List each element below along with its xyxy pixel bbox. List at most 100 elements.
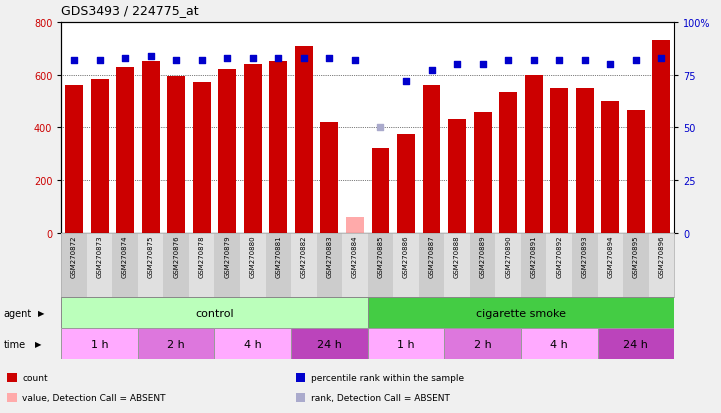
Text: GSM270894: GSM270894 <box>607 235 614 278</box>
Bar <box>265 233 291 297</box>
Bar <box>474 112 492 233</box>
Point <box>170 57 182 64</box>
Point <box>554 57 565 64</box>
Bar <box>270 62 287 233</box>
Point <box>247 55 259 62</box>
Bar <box>138 233 164 297</box>
Point <box>94 57 105 64</box>
Text: 2 h: 2 h <box>167 339 185 349</box>
Bar <box>371 149 389 233</box>
Bar <box>368 328 444 359</box>
Bar <box>572 233 598 297</box>
Text: GSM270874: GSM270874 <box>122 235 128 278</box>
Bar <box>547 233 572 297</box>
Point <box>604 62 616 68</box>
Text: value, Detection Call = ABSENT: value, Detection Call = ABSENT <box>22 393 166 402</box>
Bar <box>320 123 338 233</box>
Point <box>630 57 642 64</box>
Text: percentile rank within the sample: percentile rank within the sample <box>311 373 464 382</box>
Text: 2 h: 2 h <box>474 339 492 349</box>
Point <box>349 57 360 64</box>
Point <box>451 62 463 68</box>
Text: 1 h: 1 h <box>91 339 108 349</box>
Text: cigarette smoke: cigarette smoke <box>476 308 566 318</box>
Text: GSM270893: GSM270893 <box>582 235 588 278</box>
Point <box>273 55 284 62</box>
Text: GSM270888: GSM270888 <box>454 235 460 278</box>
Bar <box>112 233 138 297</box>
Text: GSM270882: GSM270882 <box>301 235 307 278</box>
Text: GSM270892: GSM270892 <box>556 235 562 278</box>
Text: 24 h: 24 h <box>317 339 342 349</box>
Point <box>477 62 488 68</box>
Point <box>196 57 208 64</box>
Bar <box>550 88 568 233</box>
Text: 4 h: 4 h <box>244 339 262 349</box>
Text: GSM270895: GSM270895 <box>633 235 639 278</box>
Bar <box>499 93 517 233</box>
Point <box>375 125 386 131</box>
Bar <box>521 328 598 359</box>
Point <box>298 55 309 62</box>
Point <box>426 68 438 74</box>
Text: GSM270886: GSM270886 <box>403 235 409 278</box>
Point <box>145 53 156 60</box>
Bar <box>601 102 619 233</box>
Text: ▶: ▶ <box>35 339 41 348</box>
Bar <box>215 233 240 297</box>
Point <box>120 55 131 62</box>
Text: rank, Detection Call = ABSENT: rank, Detection Call = ABSENT <box>311 393 450 402</box>
Text: GSM270896: GSM270896 <box>658 235 664 278</box>
Bar <box>495 233 521 297</box>
Bar <box>215 328 291 359</box>
Bar <box>244 65 262 233</box>
Text: GSM270875: GSM270875 <box>148 235 154 278</box>
Bar <box>65 86 83 233</box>
Bar <box>368 297 674 328</box>
Text: control: control <box>195 308 234 318</box>
Bar <box>61 233 87 297</box>
Bar <box>470 233 495 297</box>
Bar <box>448 120 466 233</box>
Text: GSM270884: GSM270884 <box>352 235 358 278</box>
Bar <box>393 233 419 297</box>
Bar <box>444 328 521 359</box>
Bar <box>598 233 623 297</box>
Text: GSM270880: GSM270880 <box>249 235 256 278</box>
Point <box>528 57 539 64</box>
Text: GSM270873: GSM270873 <box>97 235 102 278</box>
Bar <box>368 233 393 297</box>
Text: GSM270878: GSM270878 <box>199 235 205 278</box>
Text: GSM270872: GSM270872 <box>71 235 77 278</box>
Bar <box>317 233 342 297</box>
Text: GSM270891: GSM270891 <box>531 235 536 278</box>
Bar <box>167 77 185 233</box>
Bar <box>521 233 547 297</box>
Point <box>68 57 80 64</box>
Bar <box>91 79 109 233</box>
Text: agent: agent <box>4 308 32 318</box>
Point <box>655 55 667 62</box>
Text: count: count <box>22 373 48 382</box>
Text: GDS3493 / 224775_at: GDS3493 / 224775_at <box>61 4 199 17</box>
Bar <box>342 233 368 297</box>
Text: GSM270883: GSM270883 <box>327 235 332 278</box>
Bar <box>116 67 134 233</box>
Point <box>324 55 335 62</box>
Text: ▶: ▶ <box>37 309 44 317</box>
Point <box>221 55 233 62</box>
Bar <box>525 75 543 233</box>
Text: 24 h: 24 h <box>624 339 648 349</box>
Text: 1 h: 1 h <box>397 339 415 349</box>
Bar <box>291 233 317 297</box>
Bar <box>423 86 441 233</box>
Bar <box>193 83 211 233</box>
Bar <box>87 233 112 297</box>
Bar <box>240 233 265 297</box>
Text: GSM270881: GSM270881 <box>275 235 281 278</box>
Bar <box>218 70 236 233</box>
Bar <box>61 297 368 328</box>
Bar <box>164 233 189 297</box>
Text: GSM270879: GSM270879 <box>224 235 230 278</box>
Bar <box>627 111 645 233</box>
